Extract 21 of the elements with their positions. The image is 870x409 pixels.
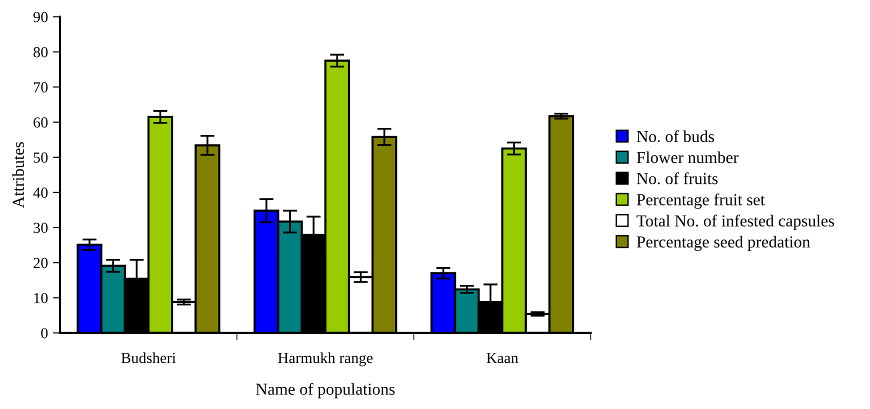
legend-label: Flower number <box>636 151 738 164</box>
x-tick-label: Harmukh range <box>278 352 373 366</box>
y-tick-label: 90 <box>33 12 48 22</box>
y-tick-label: 20 <box>34 258 48 268</box>
legend-label: Percentage seed predation <box>636 236 810 251</box>
y-tick-label: 70 <box>34 82 48 92</box>
y-axis-title: Attributes <box>12 142 24 208</box>
y-tick-label: 40 <box>33 188 48 198</box>
x-tick-label: Budsheri <box>121 352 176 364</box>
y-tick-label: 30 <box>34 222 48 233</box>
y-tick-label: 80 <box>34 47 48 58</box>
legend-label: No. of buds <box>636 130 714 142</box>
legend-label: Total No. of infested capsules <box>636 214 834 230</box>
y-tick-label: 0 <box>41 328 48 338</box>
y-tick-label: 50 <box>34 152 48 163</box>
x-axis-title: Name of populations <box>256 382 395 398</box>
legend-label: No. of fruits <box>636 172 718 184</box>
x-tick-label: Kaan <box>486 352 518 364</box>
y-tick-label: 10 <box>34 292 48 304</box>
legend-label: Percentage fruit set <box>636 193 765 209</box>
y-tick-label: 60 <box>34 117 48 128</box>
